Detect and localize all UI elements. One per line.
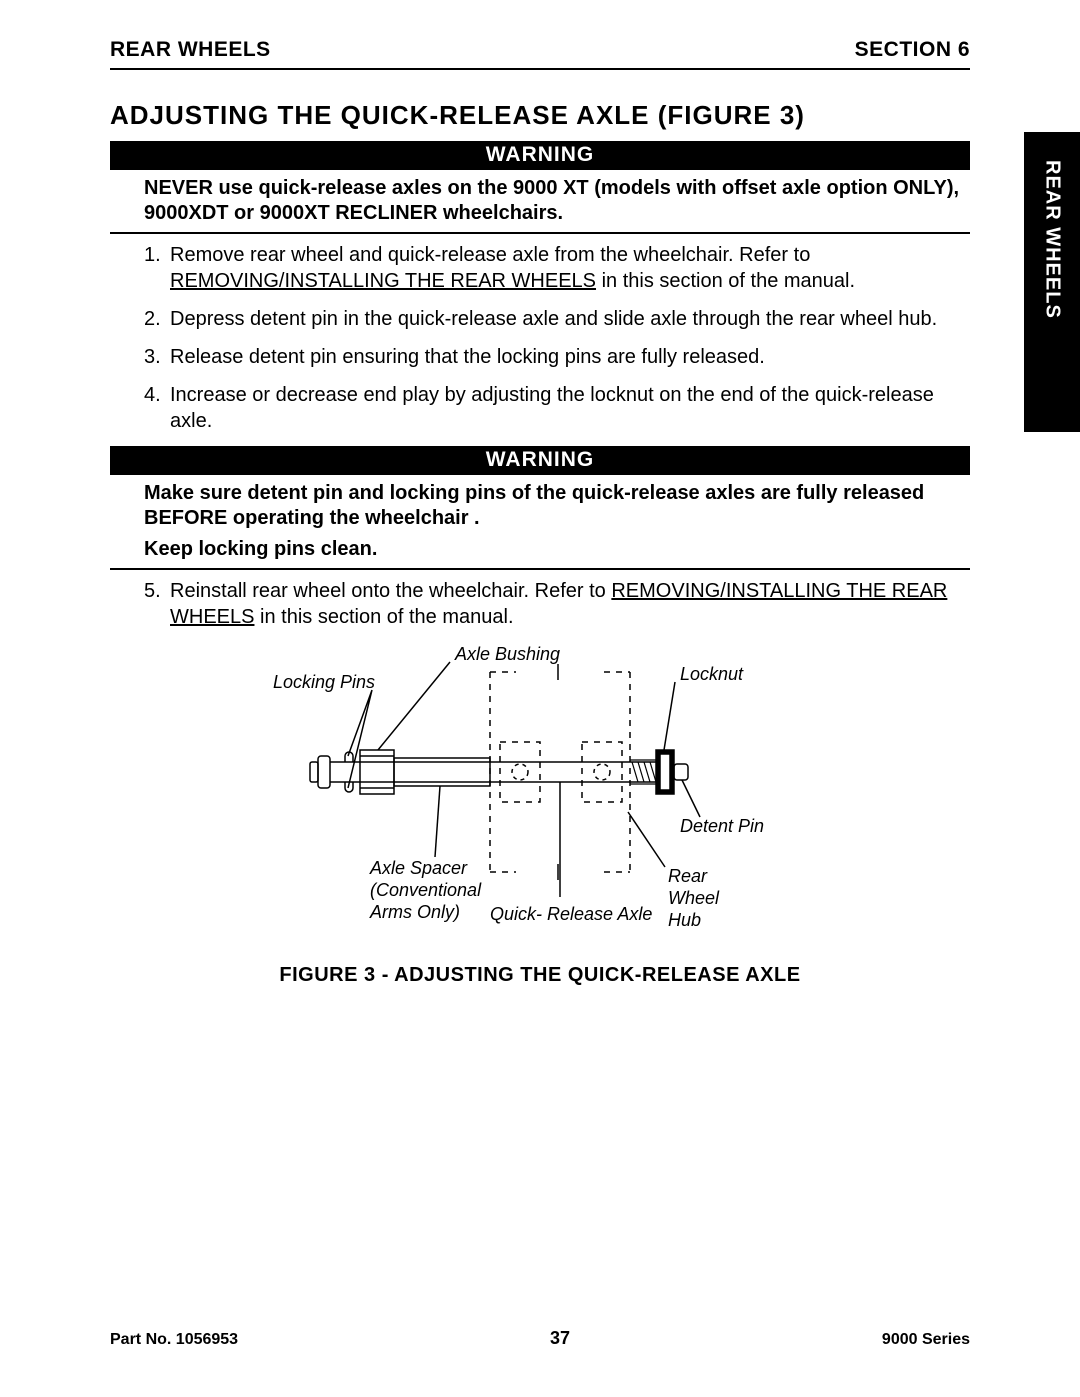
step-1: 1. Remove rear wheel and quick-release a… [144, 242, 970, 294]
step-4: 4. Increase or decrease end play by adju… [144, 382, 970, 434]
footer-page-num: 37 [550, 1328, 570, 1349]
step-2: 2. Depress detent pin in the quick-relea… [144, 306, 970, 332]
footer-series: 9000 Series [882, 1331, 970, 1349]
header-right: SECTION 6 [855, 38, 970, 62]
footer-part-no: Part No. 1056953 [110, 1331, 238, 1349]
figure-3: Axle Bushing Locking Pins Locknut Detent… [110, 642, 970, 952]
page-title: ADJUSTING THE QUICK-RELEASE AXLE (FIGURE… [110, 100, 970, 131]
divider [110, 232, 970, 234]
step-link: REMOVING/INSTALLING THE REAR WHEELS [170, 270, 596, 292]
label-rear-wheel-hub-1: Rear [668, 866, 708, 886]
label-axle-spacer-2: (Conventional [370, 880, 482, 900]
label-rear-wheel-hub-2: Wheel [668, 888, 720, 908]
label-locknut: Locknut [680, 664, 744, 684]
label-axle-spacer-1: Axle Spacer [369, 858, 468, 878]
warning-2-line1: Make sure detent pin and locking pins of… [110, 481, 970, 531]
step-text: Release detent pin ensuring that the loc… [170, 346, 765, 368]
warning-bar-1: WARNING [110, 141, 970, 170]
step-num: 3. [144, 344, 161, 370]
page-header: REAR WHEELS SECTION 6 [110, 38, 970, 70]
steps-list-1: 1. Remove rear wheel and quick-release a… [110, 242, 970, 434]
step-3: 3. Release detent pin ensuring that the … [144, 344, 970, 370]
step-num: 4. [144, 382, 161, 408]
warning-2-line2: Keep locking pins clean. [110, 537, 970, 562]
label-axle-spacer-3: Arms Only) [369, 902, 460, 922]
label-detent-pin: Detent Pin [680, 816, 764, 836]
step-num: 5. [144, 578, 161, 604]
label-rear-wheel-hub-3: Hub [668, 910, 701, 930]
step-num: 2. [144, 306, 161, 332]
warning-bar-2: WARNING [110, 446, 970, 475]
step-text-pre: Remove rear wheel and quick-release axle… [170, 244, 810, 266]
axle-diagram: Axle Bushing Locking Pins Locknut Detent… [260, 642, 820, 952]
label-locking-pins: Locking Pins [273, 672, 375, 692]
figure-caption: FIGURE 3 - ADJUSTING THE QUICK-RELEASE A… [110, 964, 970, 987]
step-5: 5. Reinstall rear wheel onto the wheelch… [144, 578, 970, 630]
header-left: REAR WHEELS [110, 38, 271, 62]
step-text-pre: Reinstall rear wheel onto the wheelchair… [170, 580, 611, 602]
step-text-post: in this section of the manual. [596, 270, 855, 292]
label-axle-bushing: Axle Bushing [454, 644, 560, 664]
divider [110, 568, 970, 570]
steps-list-2: 5. Reinstall rear wheel onto the wheelch… [110, 578, 970, 630]
label-quick-release-axle: Quick- Release Axle [490, 904, 652, 924]
warning-1-text: NEVER use quick-release axles on the 900… [110, 176, 970, 226]
step-text-post: in this section of the manual. [254, 606, 513, 628]
page-footer: Part No. 1056953 37 9000 Series [110, 1328, 970, 1349]
step-num: 1. [144, 242, 161, 268]
step-text: Increase or decrease end play by adjusti… [170, 384, 934, 432]
step-text: Depress detent pin in the quick-release … [170, 308, 937, 330]
